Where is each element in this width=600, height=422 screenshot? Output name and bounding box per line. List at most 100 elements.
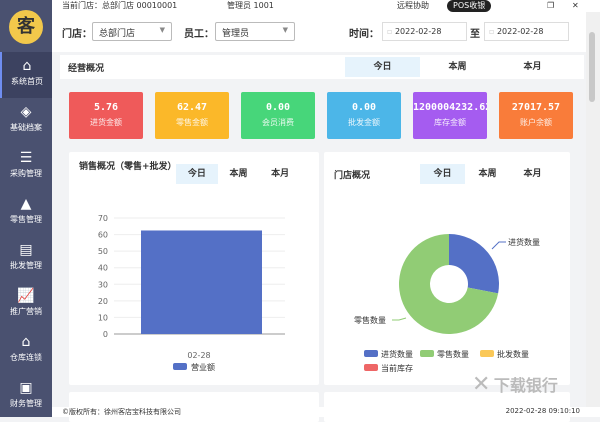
stat-value: 0.00 xyxy=(265,102,291,113)
calendar-icon: ▫ xyxy=(387,27,393,36)
stat-label: 进货金额 xyxy=(90,118,122,127)
sidebar: 客 ⌂ 系统首页 ◈ 基础档案 ☰ 采购管理 ▲ 零售管理 ▤ 批发管理 📈 推广营销 ⌂ 仓库连锁 ▣ 财务… xyxy=(0,0,52,417)
stat-card[interactable]: 1200004232.62 库存金额 xyxy=(413,92,487,139)
footer-time: 2022-02-28 09:10:10 xyxy=(505,407,580,415)
ovtabs-group: 今日 本周 本月 xyxy=(345,57,570,77)
legend-label: 批发数量 xyxy=(497,349,529,359)
top-bar: 当前门店：总部门店 00010001 管理员 1001 远程协助 POS收银 ❐… xyxy=(52,0,600,12)
sidebar-item-0[interactable]: ⌂ 系统首页 xyxy=(0,52,52,98)
list-icon: ☰ xyxy=(19,150,33,166)
restore-icon[interactable]: ❐ xyxy=(547,1,555,10)
slice-label: 进货数量 xyxy=(508,237,540,247)
stat-card[interactable]: 27017.57 账户余额 xyxy=(499,92,573,139)
stat-value: 27017.57 xyxy=(511,102,561,113)
sidebar-item-6[interactable]: ⌂ 仓库连锁 xyxy=(0,328,52,374)
y-tick-label: 60 xyxy=(98,231,108,240)
stat-value: 62.47 xyxy=(176,102,208,113)
store-info: 当前门店：总部门店 00010001 xyxy=(62,1,178,10)
sidebar-item-label: 基础档案 xyxy=(10,123,42,132)
scrollbar-thumb[interactable] xyxy=(589,32,595,102)
sales-bar-chart: 0 10 20 30 40 50 60 70 02-28 营业额 xyxy=(98,214,285,372)
stabs-group: 今日 本周 本月 xyxy=(176,164,302,184)
sidebar-item-label: 采购管理 xyxy=(10,169,42,178)
stat-label: 库存金额 xyxy=(434,118,466,127)
stat-label: 会员消费 xyxy=(262,118,294,127)
close-icon[interactable]: ✕ xyxy=(572,1,579,10)
store-title: 门店概况 xyxy=(334,171,371,181)
tab-week[interactable]: 本周 xyxy=(217,164,260,184)
store-label: 门店： xyxy=(62,29,92,40)
legend-swatch xyxy=(420,350,434,357)
store-select[interactable]: 总部门店 ▼ xyxy=(92,22,172,41)
sidebar-item-5[interactable]: 📈 推广营销 xyxy=(0,282,52,328)
legend-label: 营业额 xyxy=(191,362,215,372)
date-from-value: 2022-02-28 xyxy=(394,27,442,36)
stat-value: 0.00 xyxy=(351,102,377,113)
stat-card[interactable]: 0.00 批发金额 xyxy=(327,92,401,139)
dashboard: 经营概况 今日 本周 本月 5.76 进货金额 62.47 零售金额 0.00 会员消费 0.0… xyxy=(52,52,586,422)
pie-slice xyxy=(449,234,499,294)
watermark: ✕ 下载银行 xyxy=(472,372,558,397)
tab-month[interactable]: 本月 xyxy=(510,164,555,184)
sidebar-item-2[interactable]: ☰ 采购管理 xyxy=(0,144,52,190)
sttabs-group: 今日 本周 本月 xyxy=(420,164,555,184)
stat-card[interactable]: 5.76 进货金额 xyxy=(69,92,143,139)
sidebar-item-label: 仓库连锁 xyxy=(10,353,42,362)
slice-label: 零售数量 xyxy=(354,315,386,325)
stat-card[interactable]: 62.47 零售金额 xyxy=(155,92,229,139)
date-to-input[interactable]: ▫ 2022-02-28 xyxy=(484,22,569,41)
scrollbar[interactable] xyxy=(586,12,600,407)
tab-month[interactable]: 本月 xyxy=(259,164,302,184)
legend-swatch xyxy=(364,350,378,357)
sidebar-item-1[interactable]: ◈ 基础档案 xyxy=(0,98,52,144)
legend-label: 进货数量 xyxy=(381,349,413,359)
y-tick-label: 30 xyxy=(98,280,108,289)
tab-today[interactable]: 今日 xyxy=(420,164,465,184)
staff-select[interactable]: 管理员 ▼ xyxy=(215,22,295,41)
date-to-value: 2022-02-28 xyxy=(496,27,544,36)
app-logo: 客 xyxy=(9,10,43,44)
legend-label: 当前库存 xyxy=(381,363,413,373)
y-tick-label: 10 xyxy=(98,313,108,322)
overview-title: 经营概况 xyxy=(68,64,105,74)
staff-value: 管理员 xyxy=(222,29,250,39)
stat-label: 零售金额 xyxy=(176,118,208,127)
time-label: 时间： xyxy=(349,29,379,40)
y-tick-label: 0 xyxy=(103,330,108,339)
legend-swatch xyxy=(480,350,494,357)
cabinet-icon: ▤ xyxy=(19,242,33,258)
copyright: ©版权所有：徐州客店宝科技有限公司 xyxy=(62,408,181,416)
pie-slice xyxy=(399,234,499,334)
chart-up-icon: 📈 xyxy=(17,288,35,304)
sidebar-item-label: 批发管理 xyxy=(10,261,42,270)
tab-today[interactable]: 今日 xyxy=(176,164,218,184)
bar xyxy=(141,230,262,334)
tab-week[interactable]: 本周 xyxy=(465,164,510,184)
stat-card[interactable]: 0.00 会员消费 xyxy=(241,92,315,139)
date-from-input[interactable]: ▫ 2022-02-28 xyxy=(382,22,467,41)
sidebar-item-4[interactable]: ▤ 批发管理 xyxy=(0,236,52,282)
chevron-down-icon: ▼ xyxy=(159,26,165,34)
sidebar-item-label: 零售管理 xyxy=(10,215,42,224)
remote-assist-button[interactable]: 远程协助 xyxy=(397,1,429,10)
pos-button[interactable]: POS收银 xyxy=(447,0,492,12)
sidebar-item-7[interactable]: ▣ 财务管理 xyxy=(0,374,52,420)
y-tick-label: 50 xyxy=(98,247,108,256)
chevron-down-icon: ▼ xyxy=(282,26,288,34)
tab-today[interactable]: 今日 xyxy=(345,57,420,77)
sidebar-item-3[interactable]: ▲ 零售管理 xyxy=(0,190,52,236)
legend-swatch xyxy=(364,364,378,371)
legend-swatch xyxy=(173,363,187,370)
overview-header: 经营概况 今日 本周 本月 xyxy=(60,55,584,79)
to-label: 至 xyxy=(470,29,480,40)
legend-label: 零售数量 xyxy=(437,349,469,359)
tab-month[interactable]: 本月 xyxy=(495,57,570,77)
store-panel: 进货数量 零售数量 进货数量 零售数量 批发数量 当前库存 门店概况 今日 本周 本月 xyxy=(324,152,570,385)
stat-value: 5.76 xyxy=(93,102,119,113)
label-line xyxy=(491,241,506,250)
sidebar-item-label: 推广营销 xyxy=(10,307,42,316)
store-value: 总部门店 xyxy=(99,29,136,39)
tab-week[interactable]: 本周 xyxy=(420,57,495,77)
label-line xyxy=(392,317,407,321)
